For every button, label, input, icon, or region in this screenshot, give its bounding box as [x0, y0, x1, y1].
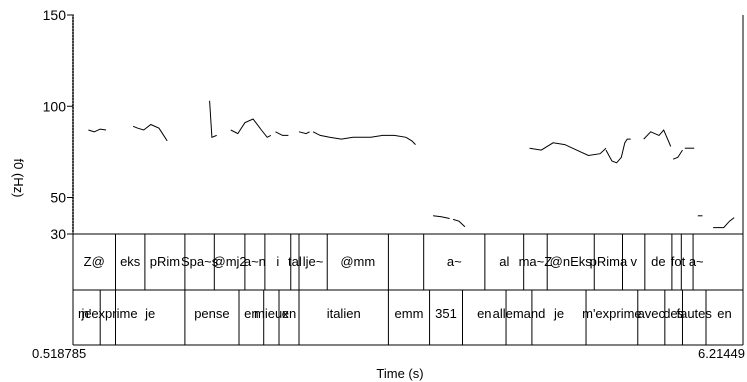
- pitch-segment: [605, 138, 631, 164]
- x-axis-title: Time (s): [376, 366, 423, 381]
- tier-1-label: de: [651, 254, 665, 269]
- y-axis: 150 100 50 30: [43, 7, 74, 242]
- tier-2-label: avec: [638, 306, 666, 321]
- y-tick-label: 30: [50, 226, 66, 242]
- tier-2-label: en: [477, 306, 491, 321]
- pitch-segment: [713, 217, 735, 229]
- pitch-segment: [672, 149, 683, 160]
- tier-1-label: a~: [447, 254, 462, 269]
- tier-1-label: al: [499, 254, 509, 269]
- pitch-segment: [298, 131, 310, 135]
- pitch-segment: [230, 118, 272, 138]
- tier-1-label: @mj2: [213, 254, 247, 269]
- y-axis-title: f0 (Hz): [11, 159, 26, 198]
- tier-2-label: pense: [194, 306, 229, 321]
- pitch-segment: [643, 129, 672, 147]
- tier-1-label: a~n: [244, 254, 266, 269]
- tier-2-label: m'exprime: [78, 306, 138, 321]
- tier-1-label: pRima: [590, 254, 628, 269]
- pitch-segment: [312, 131, 416, 145]
- y-tick-label: 100: [43, 98, 67, 114]
- tier-1-label: tal: [288, 254, 302, 269]
- tier-1-label: eks: [120, 254, 141, 269]
- y-tick-label: 50: [50, 190, 66, 206]
- tier-1-label: v: [630, 254, 637, 269]
- tier-2-label: en: [717, 306, 731, 321]
- y-tick-label: 150: [43, 7, 67, 23]
- tier-1-label: pRim: [150, 254, 180, 269]
- pitch-contour: [88, 100, 735, 229]
- tier-2-label: je: [553, 306, 564, 321]
- tier-2-label: emm: [395, 306, 424, 321]
- tier-2-label: en: [244, 306, 258, 321]
- pitch-segment: [132, 123, 168, 142]
- tier-2-label: allemand: [493, 306, 546, 321]
- pitch-segment: [275, 131, 289, 136]
- tier-1-label: Spa~s: [181, 254, 219, 269]
- tier-2-label: des: [663, 306, 684, 321]
- tier-1-label: @mm: [340, 254, 375, 269]
- tier-1-label: lje~: [303, 254, 324, 269]
- tier-2-label: mieux: [254, 306, 289, 321]
- tier-2-label: m'exprime: [582, 306, 642, 321]
- pitch-segment: [452, 218, 466, 228]
- tier-1-label: Z@: [84, 254, 105, 269]
- x-start-label: 0.518785: [32, 346, 86, 361]
- pitch-segment: [209, 100, 217, 139]
- tier-2-label: je: [81, 306, 92, 321]
- tier-1-label: fot a~: [671, 254, 704, 269]
- tier-1-label: i: [276, 254, 279, 269]
- tier-2-label: en: [282, 306, 296, 321]
- tier-1-label: ma~Z: [519, 254, 553, 269]
- pitch-segment: [88, 128, 107, 133]
- tier-1-label: @nEks: [550, 254, 593, 269]
- tier-2-label: je: [144, 306, 155, 321]
- plot-area: [72, 15, 744, 346]
- x-end-label: 6.21449: [698, 346, 745, 361]
- tier-2-label: 351: [435, 306, 457, 321]
- tier-2-label: fautes: [676, 306, 712, 321]
- pitch-segment: [529, 142, 607, 157]
- pitch-segment: [433, 215, 450, 219]
- tier-2-label: italien: [327, 306, 361, 321]
